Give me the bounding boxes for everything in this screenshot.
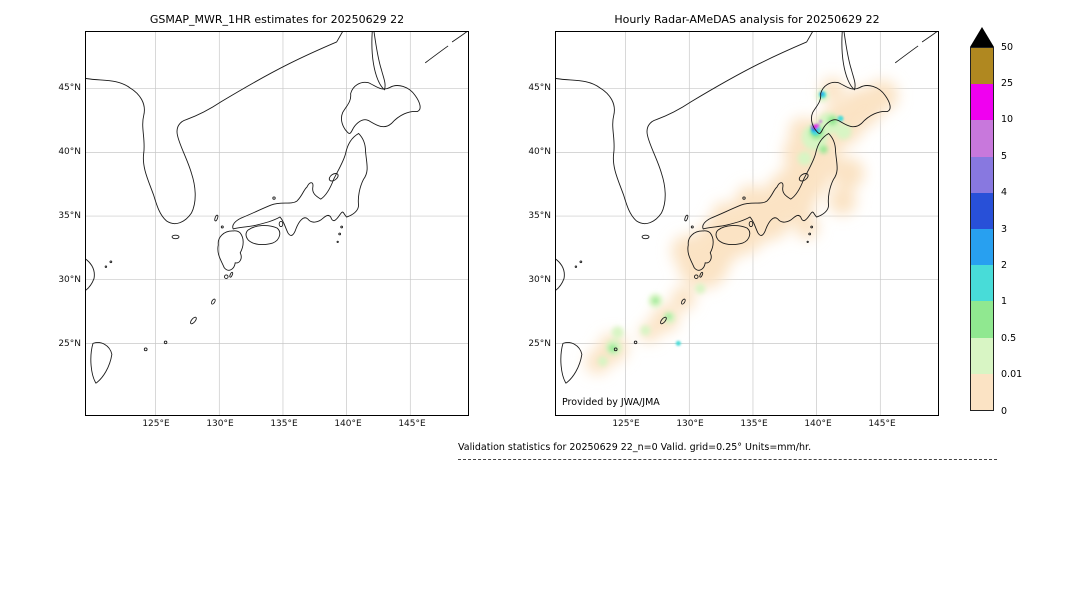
colorbar-tick-label: 0 — [1001, 405, 1008, 417]
colorbar-segment — [971, 373, 993, 411]
precipitation-cell — [828, 187, 857, 216]
precipitation-cell — [695, 283, 706, 294]
precipitation-cell — [819, 145, 828, 154]
colorbar-tick-label: 0.5 — [1001, 332, 1017, 344]
lat-tick-label: 45°N — [58, 83, 81, 93]
lat-tick-label: 35°N — [528, 211, 551, 221]
precipitation-cell — [837, 115, 844, 122]
colorbar-tick-label: 5 — [1001, 150, 1008, 162]
precipitation-cell — [652, 297, 659, 304]
lon-tick-label: 130°E — [676, 419, 704, 429]
colorbar-segment — [971, 301, 993, 338]
lat-tick-label: 40°N — [58, 147, 81, 157]
colorbar-segment — [971, 156, 993, 193]
lon-tick-label: 145°E — [868, 419, 896, 429]
colorbar-tick-label: 4 — [1001, 187, 1008, 199]
colorbar-tick-label: 25 — [1001, 77, 1014, 89]
right-panel-title: Hourly Radar-AMeDAS analysis for 2025062… — [614, 13, 880, 26]
colorbar-tick-label: 3 — [1001, 223, 1008, 235]
precipitation-cell — [797, 151, 812, 166]
lat-tick-label: 45°N — [528, 83, 551, 93]
precipitation-cell — [835, 123, 852, 140]
lon-tick-label: 130°E — [206, 419, 234, 429]
precipitation-cell — [597, 356, 608, 367]
gsmap-map-svg — [86, 32, 468, 415]
lat-tick-label: 30°N — [528, 275, 551, 285]
precipitation-cell — [640, 325, 651, 336]
colorbar-segment — [971, 120, 993, 157]
left-panel-title: GSMAP_MWR_1HR estimates for 20250629 22 — [149, 13, 405, 26]
colorbar: 50 25 10 5 4 3 2 1 0.5 0.01 0 — [970, 27, 1040, 427]
colorbar-segment — [971, 337, 993, 374]
precipitation-cell — [671, 234, 704, 267]
gsmap-estimates-map: 45°N 40°N 35°N 30°N 25°N 125°E 130°E 135°E 140°E… — [58, 31, 469, 429]
colorbar-tick-label: 2 — [1001, 259, 1008, 271]
lon-tick-label: 125°E — [142, 419, 170, 429]
lon-tick-label: 140°E — [334, 419, 362, 429]
colorbar-segment — [971, 84, 993, 121]
validation-statistics: Validation statistics for 20250629 22_n=… — [458, 442, 997, 460]
lon-tick-label: 145°E — [398, 419, 426, 429]
colorbar-tick-label: 10 — [1001, 114, 1014, 126]
lat-tick-label: 30°N — [58, 275, 81, 285]
precipitation-cell — [585, 350, 610, 375]
precipitation-cell — [832, 157, 865, 190]
precipitation-cell — [675, 340, 681, 346]
lat-tick-label: 25°N — [528, 339, 551, 349]
colorbar-segment — [971, 192, 993, 230]
colorbar-tick-label: 0.01 — [1001, 369, 1023, 381]
precipitation-cell — [665, 313, 672, 320]
radar-map-svg — [556, 32, 938, 415]
colorbar-overflow-triangle — [970, 27, 994, 47]
precipitation-cell — [866, 79, 899, 112]
colorbar-segment — [971, 48, 993, 85]
precipitation-cell — [813, 124, 818, 129]
validation-statistics-text: Validation statistics for 20250629 22_n=… — [458, 442, 812, 453]
lon-tick-label: 140°E — [804, 419, 832, 429]
lat-tick-label: 25°N — [58, 339, 81, 349]
lon-tick-label: 135°E — [270, 419, 298, 429]
colorbar-tick-label: 1 — [1001, 296, 1008, 308]
precipitation-cell — [735, 185, 767, 218]
colorbar-segments — [970, 47, 994, 411]
precipitation-cell — [671, 286, 696, 311]
precipitation-cell — [794, 215, 819, 239]
radar-amedas-map: Provided by JWA/JMA 45°N 40°N 35°N 30°N 25°N… — [528, 31, 939, 429]
lon-tick-label: 125°E — [612, 419, 640, 429]
precipitation-cell — [611, 326, 624, 339]
colorbar-tick-label: 50 — [1001, 41, 1014, 53]
colorbar-segment — [971, 229, 993, 266]
precipitation-cell — [819, 120, 823, 124]
lat-tick-label: 35°N — [58, 211, 81, 221]
lon-tick-label: 135°E — [740, 419, 768, 429]
lat-tick-label: 40°N — [528, 147, 551, 157]
colorbar-segment — [971, 265, 993, 302]
data-provider-credit: Provided by JWA/JMA — [562, 397, 660, 408]
